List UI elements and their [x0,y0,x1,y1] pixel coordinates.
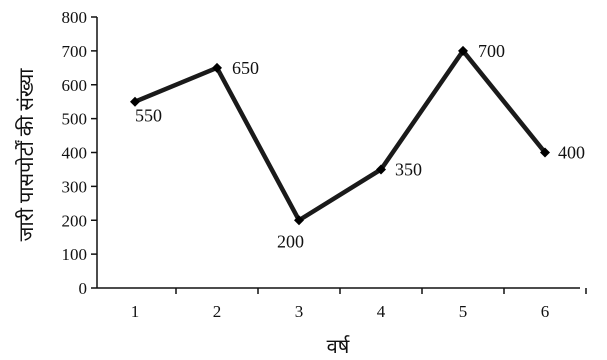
data-label: 650 [232,58,259,78]
y-tick-label: 100 [62,245,88,264]
y-axis-title: जारी पासपोर्टों की संख्या [15,68,38,242]
data-label: 550 [135,106,162,126]
y-tick-label: 500 [62,110,88,129]
x-axis-title: वर्ष [327,335,351,358]
data-point-marker [540,147,550,158]
y-tick-label: 600 [62,76,88,95]
markers [130,45,550,226]
data-label: 350 [395,159,422,179]
data-label: 200 [277,231,304,251]
x-tick-label: 5 [459,302,468,321]
axes [96,17,580,289]
x-tick-label: 4 [377,302,386,321]
series-line [134,47,547,224]
y-tick-label: 200 [62,211,88,230]
y-tick-label: 0 [79,279,88,298]
data-label: 400 [558,143,585,163]
y-tick-label: 400 [62,144,88,163]
y-tick-label: 300 [62,177,88,196]
x-tick-label: 3 [295,302,304,321]
data-label: 700 [478,41,505,61]
data-point-marker [130,96,140,107]
x-tick-label: 6 [541,302,550,321]
data-labels: 550 650 200 350 700 400 [135,41,585,251]
data-point-marker [458,45,468,56]
x-tick-label: 2 [213,302,222,321]
data-point-marker [294,215,304,226]
y-tick-label: 700 [62,42,88,61]
y-tick-label: 800 [62,8,88,27]
x-ticks: 1 2 3 4 5 6 [131,288,587,321]
data-point-marker [376,164,386,175]
x-tick-label: 1 [131,302,140,321]
data-point-marker [212,62,222,73]
y-ticks: 0 100 200 300 400 500 600 700 800 [62,8,97,298]
